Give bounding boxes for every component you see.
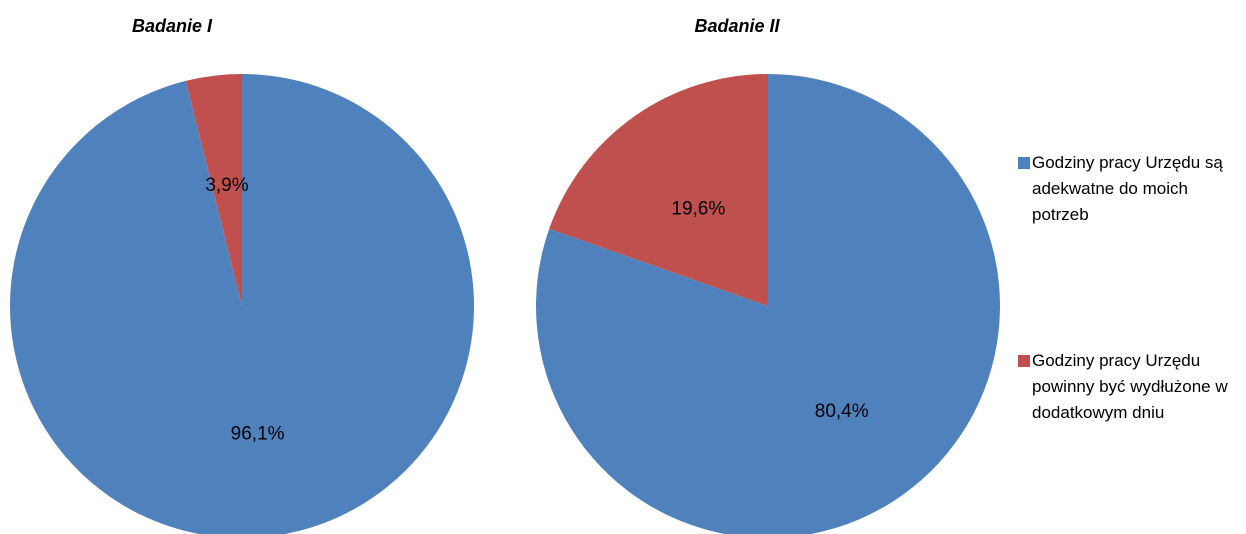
- pie-slice-adequate: [10, 74, 474, 534]
- pie-slice-adequate: [536, 74, 1000, 534]
- chart-title-badanie-2: Badanie II: [694, 16, 780, 36]
- data-label: 80,4%: [815, 401, 869, 422]
- chart-title-badanie-1: Badanie I: [131, 16, 213, 36]
- legend-label: Godziny pracy Urzędu są adekwatne do moi…: [1032, 153, 1223, 224]
- legend-swatch-red: [1018, 355, 1030, 367]
- legend-label: Godziny pracy Urzędu powinny być wydłużo…: [1032, 351, 1228, 422]
- data-label: 3,9%: [205, 175, 248, 196]
- legend-swatch-blue: [1018, 157, 1030, 169]
- data-label: 96,1%: [231, 424, 285, 445]
- data-label: 19,6%: [671, 199, 725, 220]
- pie-slice-extended: [185, 74, 242, 306]
- pie-slice-extended: [549, 73, 768, 306]
